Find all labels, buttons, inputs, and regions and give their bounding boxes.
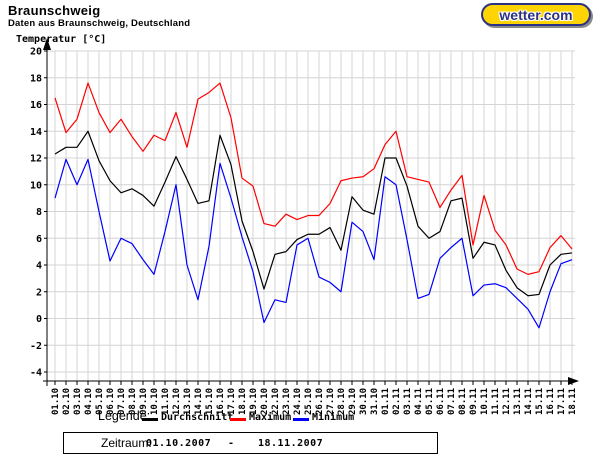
x-tick-label: 22.10 (271, 388, 281, 415)
zeitraum-separator: - (228, 438, 235, 449)
x-tick-label: 27.10 (326, 388, 336, 415)
y-tick-label: 10 (30, 180, 42, 191)
y-tick-label: -4 (30, 368, 42, 379)
x-tick-label: 20.10 (260, 388, 270, 415)
legend-swatch-durchschnitt (142, 418, 158, 421)
x-tick-label: 15.11 (535, 388, 545, 415)
page-title: Braunschweig (8, 3, 101, 18)
x-tick-label: 07.10 (117, 388, 127, 415)
x-tick-label: 28.10 (337, 388, 347, 415)
y-tick-label: 20 (30, 47, 42, 58)
x-tick-label: 31.10 (370, 388, 380, 415)
x-tick-label: 03.10 (73, 388, 83, 415)
x-tick-label: 25.10 (304, 388, 314, 415)
x-tick-label: 19.10 (249, 388, 259, 415)
x-tick-label: 23.10 (282, 388, 292, 415)
legend-swatch-minimum (293, 418, 309, 421)
x-tick-label: 29.10 (348, 388, 358, 415)
x-tick-label: 06.11 (436, 388, 446, 415)
x-tick-label: 12.10 (172, 388, 182, 415)
x-tick-label: 16.10 (216, 388, 226, 415)
x-tick-label: 30.10 (359, 388, 369, 415)
wetter-com-logo[interactable]: wetter.com (481, 3, 591, 26)
y-axis-arrow (43, 38, 51, 50)
x-tick-label: 05.11 (425, 388, 435, 415)
x-tick-label: 14.11 (524, 388, 534, 415)
legend-label-minimum: Minimum (312, 412, 355, 423)
y-tick-label: 16 (30, 100, 42, 111)
x-tick-label: 14.10 (194, 388, 204, 415)
x-tick-label: 01.11 (381, 388, 391, 415)
x-tick-label: 11.10 (161, 388, 171, 415)
series-line-minimum (54, 158, 573, 329)
x-tick-label: 08.11 (458, 388, 468, 415)
y-tick-label: 12 (30, 154, 42, 165)
series-line-maximum (54, 82, 573, 275)
x-tick-label: 03.11 (403, 388, 413, 415)
x-tick-label: 18.11 (568, 388, 578, 415)
x-tick-label: 16.11 (546, 388, 556, 415)
x-tick-label: 12.11 (502, 388, 512, 415)
legend-label-durchschnitt: Durchschnitt (161, 412, 234, 423)
series-line-durchschnitt (54, 130, 573, 297)
x-tick-label: 10.11 (480, 388, 490, 415)
zeitraum-box: Zeitraum: 01.10.2007 - 18.11.2007 (63, 432, 438, 454)
x-tick-label: 26.10 (315, 388, 325, 415)
zeitraum-from: 01.10.2007 (146, 438, 212, 449)
x-tick-label: 04.11 (414, 388, 424, 415)
y-tick-label: 0 (36, 314, 42, 325)
wetter-com-logo-text: wetter.com (499, 6, 573, 23)
x-tick-label: 05.10 (95, 388, 105, 415)
zeitraum-to: 18.11.2007 (258, 438, 324, 449)
x-tick-label: 02.11 (392, 388, 402, 415)
x-tick-label: 01.10 (51, 388, 61, 415)
x-tick-label: 10.10 (150, 388, 160, 415)
x-axis-arrow (568, 377, 579, 385)
y-tick-label: -2 (30, 341, 42, 352)
y-tick-label: 6 (36, 234, 42, 245)
x-tick-label: 04.10 (84, 388, 94, 415)
x-tick-label: 07.11 (447, 388, 457, 415)
legend-title: Legende: (98, 409, 151, 423)
x-tick-label: 18.10 (238, 388, 248, 415)
y-tick-label: 2 (36, 287, 42, 298)
x-tick-label: 09.10 (139, 388, 149, 415)
y-tick-label: 14 (30, 127, 42, 138)
x-tick-label: 11.11 (491, 388, 501, 415)
y-tick-label: 4 (36, 261, 42, 272)
x-tick-label: 08.10 (128, 388, 138, 415)
x-tick-label: 13.10 (183, 388, 193, 415)
x-tick-label: 09.11 (469, 388, 479, 415)
x-tick-label: 17.10 (227, 388, 237, 415)
x-tick-label: 02.10 (62, 388, 72, 415)
page-subtitle: Daten aus Braunschweig, Deutschland (8, 18, 191, 29)
x-tick-label: 24.10 (293, 388, 303, 415)
y-tick-label: 18 (30, 73, 42, 84)
x-tick-label: 15.10 (205, 388, 215, 415)
legend-swatch-maximum (230, 418, 246, 421)
x-tick-label: 13.11 (513, 388, 523, 415)
x-tick-label: 06.10 (106, 388, 116, 415)
y-axis-title: Temperatur [°C] (16, 34, 106, 45)
zeitraum-label: Zeitraum: (101, 436, 152, 450)
legend-label-maximum: Maximum (249, 412, 292, 423)
y-tick-label: 8 (36, 207, 42, 218)
x-tick-label: 17.11 (557, 388, 567, 415)
